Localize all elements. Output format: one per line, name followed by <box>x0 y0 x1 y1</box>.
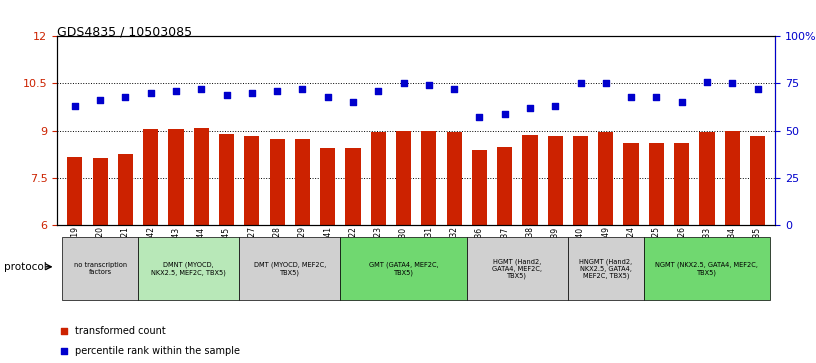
Point <box>422 82 435 88</box>
Text: DMNT (MYOCD,
NKX2.5, MEF2C, TBX5): DMNT (MYOCD, NKX2.5, MEF2C, TBX5) <box>151 262 226 276</box>
Bar <box>244 136 259 363</box>
Point <box>472 115 486 121</box>
FancyBboxPatch shape <box>62 237 138 300</box>
Point <box>246 90 259 96</box>
Bar <box>269 139 285 363</box>
Point <box>548 103 561 109</box>
Point <box>523 105 536 111</box>
Text: GDS4835 / 10503085: GDS4835 / 10503085 <box>57 25 193 38</box>
Point <box>322 94 335 99</box>
Point <box>397 81 410 86</box>
Bar <box>573 136 588 363</box>
Point <box>170 88 183 94</box>
Point <box>144 90 157 96</box>
Bar <box>699 132 715 363</box>
Text: protocol: protocol <box>4 262 47 272</box>
Bar <box>345 148 361 363</box>
Point <box>447 86 460 92</box>
Point <box>119 94 132 99</box>
Bar <box>725 131 740 363</box>
Point <box>725 81 738 86</box>
Text: transformed count: transformed count <box>75 326 166 336</box>
Bar <box>472 150 487 363</box>
Point <box>700 79 713 85</box>
Point <box>372 88 385 94</box>
Bar <box>396 131 411 363</box>
FancyBboxPatch shape <box>340 237 467 300</box>
Point <box>751 86 764 92</box>
Bar <box>67 158 82 363</box>
FancyBboxPatch shape <box>644 237 770 300</box>
Bar <box>219 134 234 363</box>
Bar <box>649 143 664 363</box>
Point <box>220 92 233 98</box>
Bar <box>548 136 563 363</box>
FancyBboxPatch shape <box>239 237 340 300</box>
Point <box>69 103 82 109</box>
Point <box>271 88 284 94</box>
Point <box>599 81 612 86</box>
Bar <box>118 154 133 363</box>
Point <box>675 99 688 105</box>
Point <box>498 111 511 117</box>
Point <box>195 86 208 92</box>
Point <box>574 81 587 86</box>
Point <box>650 94 663 99</box>
Point <box>475 77 488 83</box>
Bar <box>623 143 639 363</box>
Bar <box>446 132 462 363</box>
Text: GMT (GATA4, MEF2C,
TBX5): GMT (GATA4, MEF2C, TBX5) <box>369 262 438 276</box>
Text: DMT (MYOCD, MEF2C,
TBX5): DMT (MYOCD, MEF2C, TBX5) <box>254 262 326 276</box>
FancyBboxPatch shape <box>138 237 239 300</box>
Bar <box>143 129 158 363</box>
Bar <box>497 147 512 363</box>
Point <box>347 99 360 105</box>
Text: NGMT (NKX2.5, GATA4, MEF2C,
TBX5): NGMT (NKX2.5, GATA4, MEF2C, TBX5) <box>655 262 758 276</box>
Bar <box>598 132 614 363</box>
Text: percentile rank within the sample: percentile rank within the sample <box>75 346 240 356</box>
Bar <box>370 132 386 363</box>
Bar <box>295 139 310 363</box>
Bar <box>168 129 184 363</box>
Point <box>475 256 488 261</box>
Bar <box>421 131 437 363</box>
Bar <box>193 128 209 363</box>
Point <box>296 86 309 92</box>
FancyBboxPatch shape <box>568 237 644 300</box>
Bar <box>750 136 765 363</box>
Text: HNGMT (Hand2,
NKX2.5, GATA4,
MEF2C, TBX5): HNGMT (Hand2, NKX2.5, GATA4, MEF2C, TBX5… <box>579 258 632 279</box>
Point <box>624 94 637 99</box>
Bar <box>522 135 538 363</box>
Text: no transcription
factors: no transcription factors <box>73 262 126 275</box>
Text: HGMT (Hand2,
GATA4, MEF2C,
TBX5): HGMT (Hand2, GATA4, MEF2C, TBX5) <box>492 258 543 279</box>
Bar <box>320 148 335 363</box>
Bar <box>674 143 690 363</box>
FancyBboxPatch shape <box>467 237 568 300</box>
Bar <box>92 158 108 363</box>
Point <box>94 98 107 103</box>
